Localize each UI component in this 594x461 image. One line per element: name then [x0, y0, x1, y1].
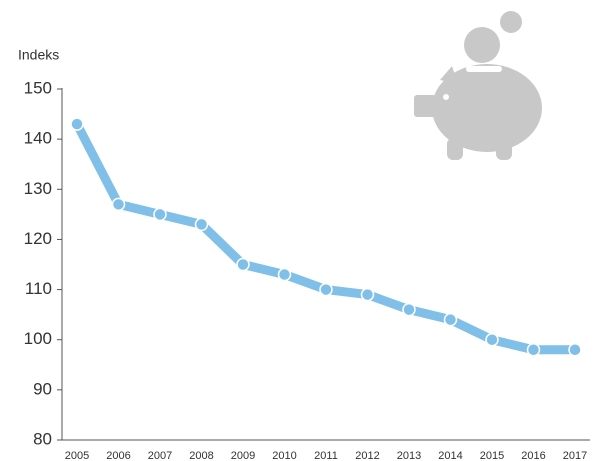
data-point [237, 259, 249, 271]
y-tick-label: 100 [24, 329, 52, 348]
x-tick-label: 2009 [231, 450, 255, 461]
y-tick-label: 110 [25, 279, 52, 298]
chart: Indeks 80 90 100 110 120 130 140 150 2005 2006 200… [0, 0, 594, 461]
data-point [445, 314, 457, 326]
y-tick-label: 90 [33, 379, 52, 398]
x-tick-label: 2012 [355, 450, 379, 461]
data-point [320, 284, 332, 296]
data-point [403, 304, 415, 316]
data-point [279, 269, 291, 281]
y-tick-label: 80 [33, 429, 52, 448]
page: Indeks 80 90 100 110 120 130 140 150 2005 2006 200… [0, 0, 594, 461]
x-tick-label: 2008 [189, 450, 213, 461]
x-tick-label: 2005 [65, 450, 89, 461]
data-point [486, 334, 498, 346]
data-point [154, 208, 166, 220]
x-tick-label: 2016 [521, 450, 545, 461]
x-tick-label: 2006 [106, 450, 130, 461]
x-tick-label: 2013 [397, 450, 421, 461]
x-tick-label: 2014 [438, 450, 462, 461]
y-axis-label: Indeks [18, 47, 59, 63]
data-point [362, 289, 374, 301]
y-tick-label: 120 [24, 229, 52, 248]
data-point [196, 218, 208, 230]
data-point [71, 118, 83, 130]
data-point [113, 198, 125, 210]
data-point [569, 344, 581, 356]
x-tick-label: 2007 [148, 450, 172, 461]
piggy-bank-icon [414, 11, 542, 160]
data-point [528, 344, 540, 356]
y-tick-label: 140 [24, 129, 52, 148]
x-tick-label: 2011 [314, 450, 338, 461]
x-tick-label: 2017 [563, 450, 587, 461]
x-tick-label: 2015 [480, 450, 504, 461]
x-tick-label: 2010 [272, 450, 296, 461]
y-tick-label: 130 [24, 179, 52, 198]
y-tick-label: 150 [24, 78, 52, 97]
